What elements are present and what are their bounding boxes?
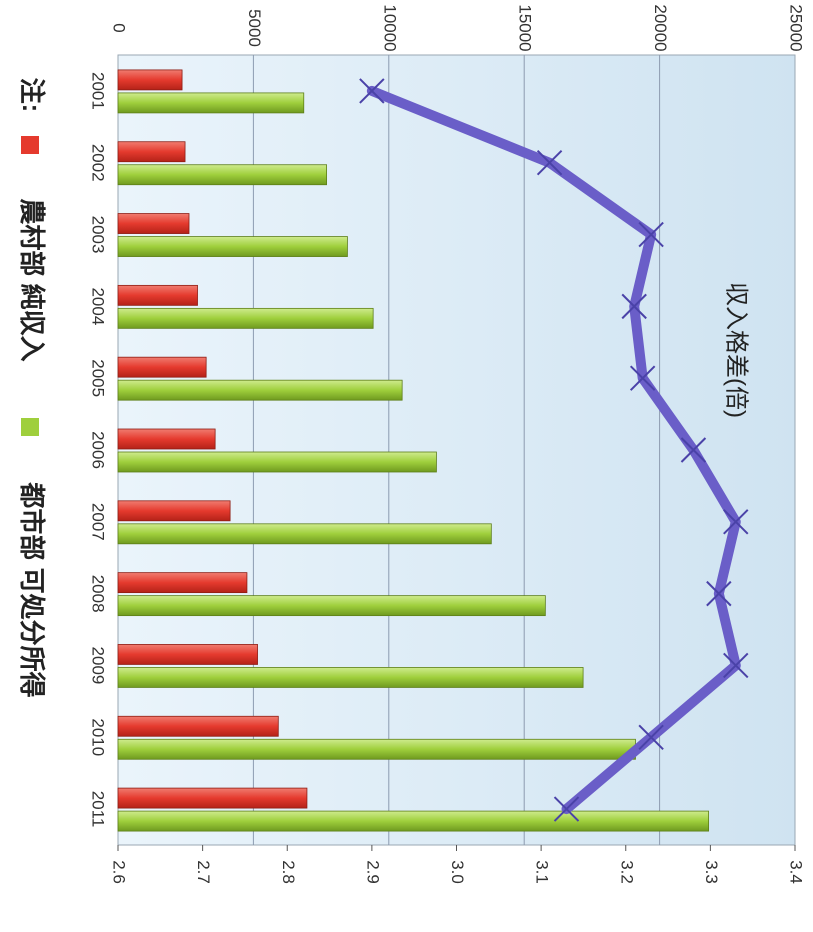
bar-rural (117, 213, 190, 234)
primary-tick-label: 20000 (651, 4, 670, 51)
bar-rural (117, 715, 279, 737)
category-label: 2008 (89, 575, 108, 613)
category-label: 2007 (89, 503, 108, 541)
category-label: 2010 (89, 718, 108, 756)
bar-urban (117, 236, 348, 257)
ratio-point (553, 796, 580, 822)
gridlines (252, 55, 661, 845)
category-label: 2003 (89, 216, 108, 254)
bar-rural (117, 141, 186, 163)
primary-tick-label: 5000 (245, 9, 264, 47)
bar-rural (117, 284, 198, 306)
category-label: 2009 (89, 647, 108, 685)
ratio-point (536, 150, 563, 176)
bar-urban (117, 92, 305, 114)
ratio-line-marks: 収入格差(倍) (359, 78, 750, 822)
category-label: 2001 (89, 72, 108, 110)
bar-urban (117, 451, 437, 473)
bar-rural (117, 500, 231, 522)
secondary-tick-label: 2.8 (279, 860, 298, 884)
bar-rural (117, 428, 216, 450)
category-label: 2011 (89, 791, 108, 828)
bar-urban (117, 164, 327, 186)
bar-rural (117, 69, 183, 91)
secondary-tick-label: 2.7 (194, 860, 213, 884)
ratio-line-label: 収入格差(倍) (723, 282, 750, 418)
secondary-tick-label: 2.6 (110, 860, 129, 884)
ratio-point (723, 509, 749, 535)
ratio-point (621, 293, 647, 320)
bar-urban (117, 595, 546, 617)
ratio-point (723, 652, 749, 679)
ratio-point (680, 437, 707, 463)
category-label: 2006 (89, 431, 108, 469)
axis-labels: 0 5000 10000 15000 20000 25000 2.6 2.7 2.8 2.9 3.0… (89, 4, 806, 883)
ratio-point (359, 78, 385, 104)
legend-swatch-urban (21, 418, 39, 436)
legend-swatch-rural (21, 136, 39, 154)
ratio-point (706, 580, 732, 607)
legend-prefix: 注: (17, 78, 47, 113)
ratio-point (629, 365, 656, 391)
primary-tick-label: 0 (110, 23, 129, 32)
primary-tick-label: 15000 (516, 4, 535, 51)
ratio-point (638, 221, 664, 248)
category-label: 2004 (89, 287, 108, 325)
bar-urban (117, 307, 374, 329)
bar-urban (117, 810, 710, 832)
ratio-point (638, 724, 664, 750)
category-label: 2005 (89, 359, 108, 397)
bar-rural (117, 787, 308, 809)
primary-tick-label: 10000 (380, 4, 399, 51)
secondary-tick-label: 2.9 (363, 860, 382, 884)
bar-urban (117, 667, 584, 688)
bar-rural (117, 572, 248, 594)
bar-rural (117, 644, 258, 665)
legend-label-urban: 都市部 可処分所得 (17, 481, 47, 697)
bar-urban (117, 523, 492, 545)
bar-urban (117, 379, 403, 401)
legend-label-rural: 農村部 純収入 (17, 198, 47, 361)
bar-rural (117, 356, 207, 378)
bar-marks (117, 69, 710, 832)
secondary-tick-label: 3.3 (702, 860, 721, 884)
secondary-tick-label: 3.4 (787, 860, 806, 884)
bar-urban (117, 738, 636, 760)
primary-tick-label: 25000 (787, 4, 806, 51)
category-label: 2002 (89, 144, 108, 182)
secondary-tick-label: 3.1 (533, 860, 552, 884)
secondary-tick-label: 3.0 (448, 860, 467, 884)
secondary-tick-label: 3.2 (617, 860, 636, 884)
